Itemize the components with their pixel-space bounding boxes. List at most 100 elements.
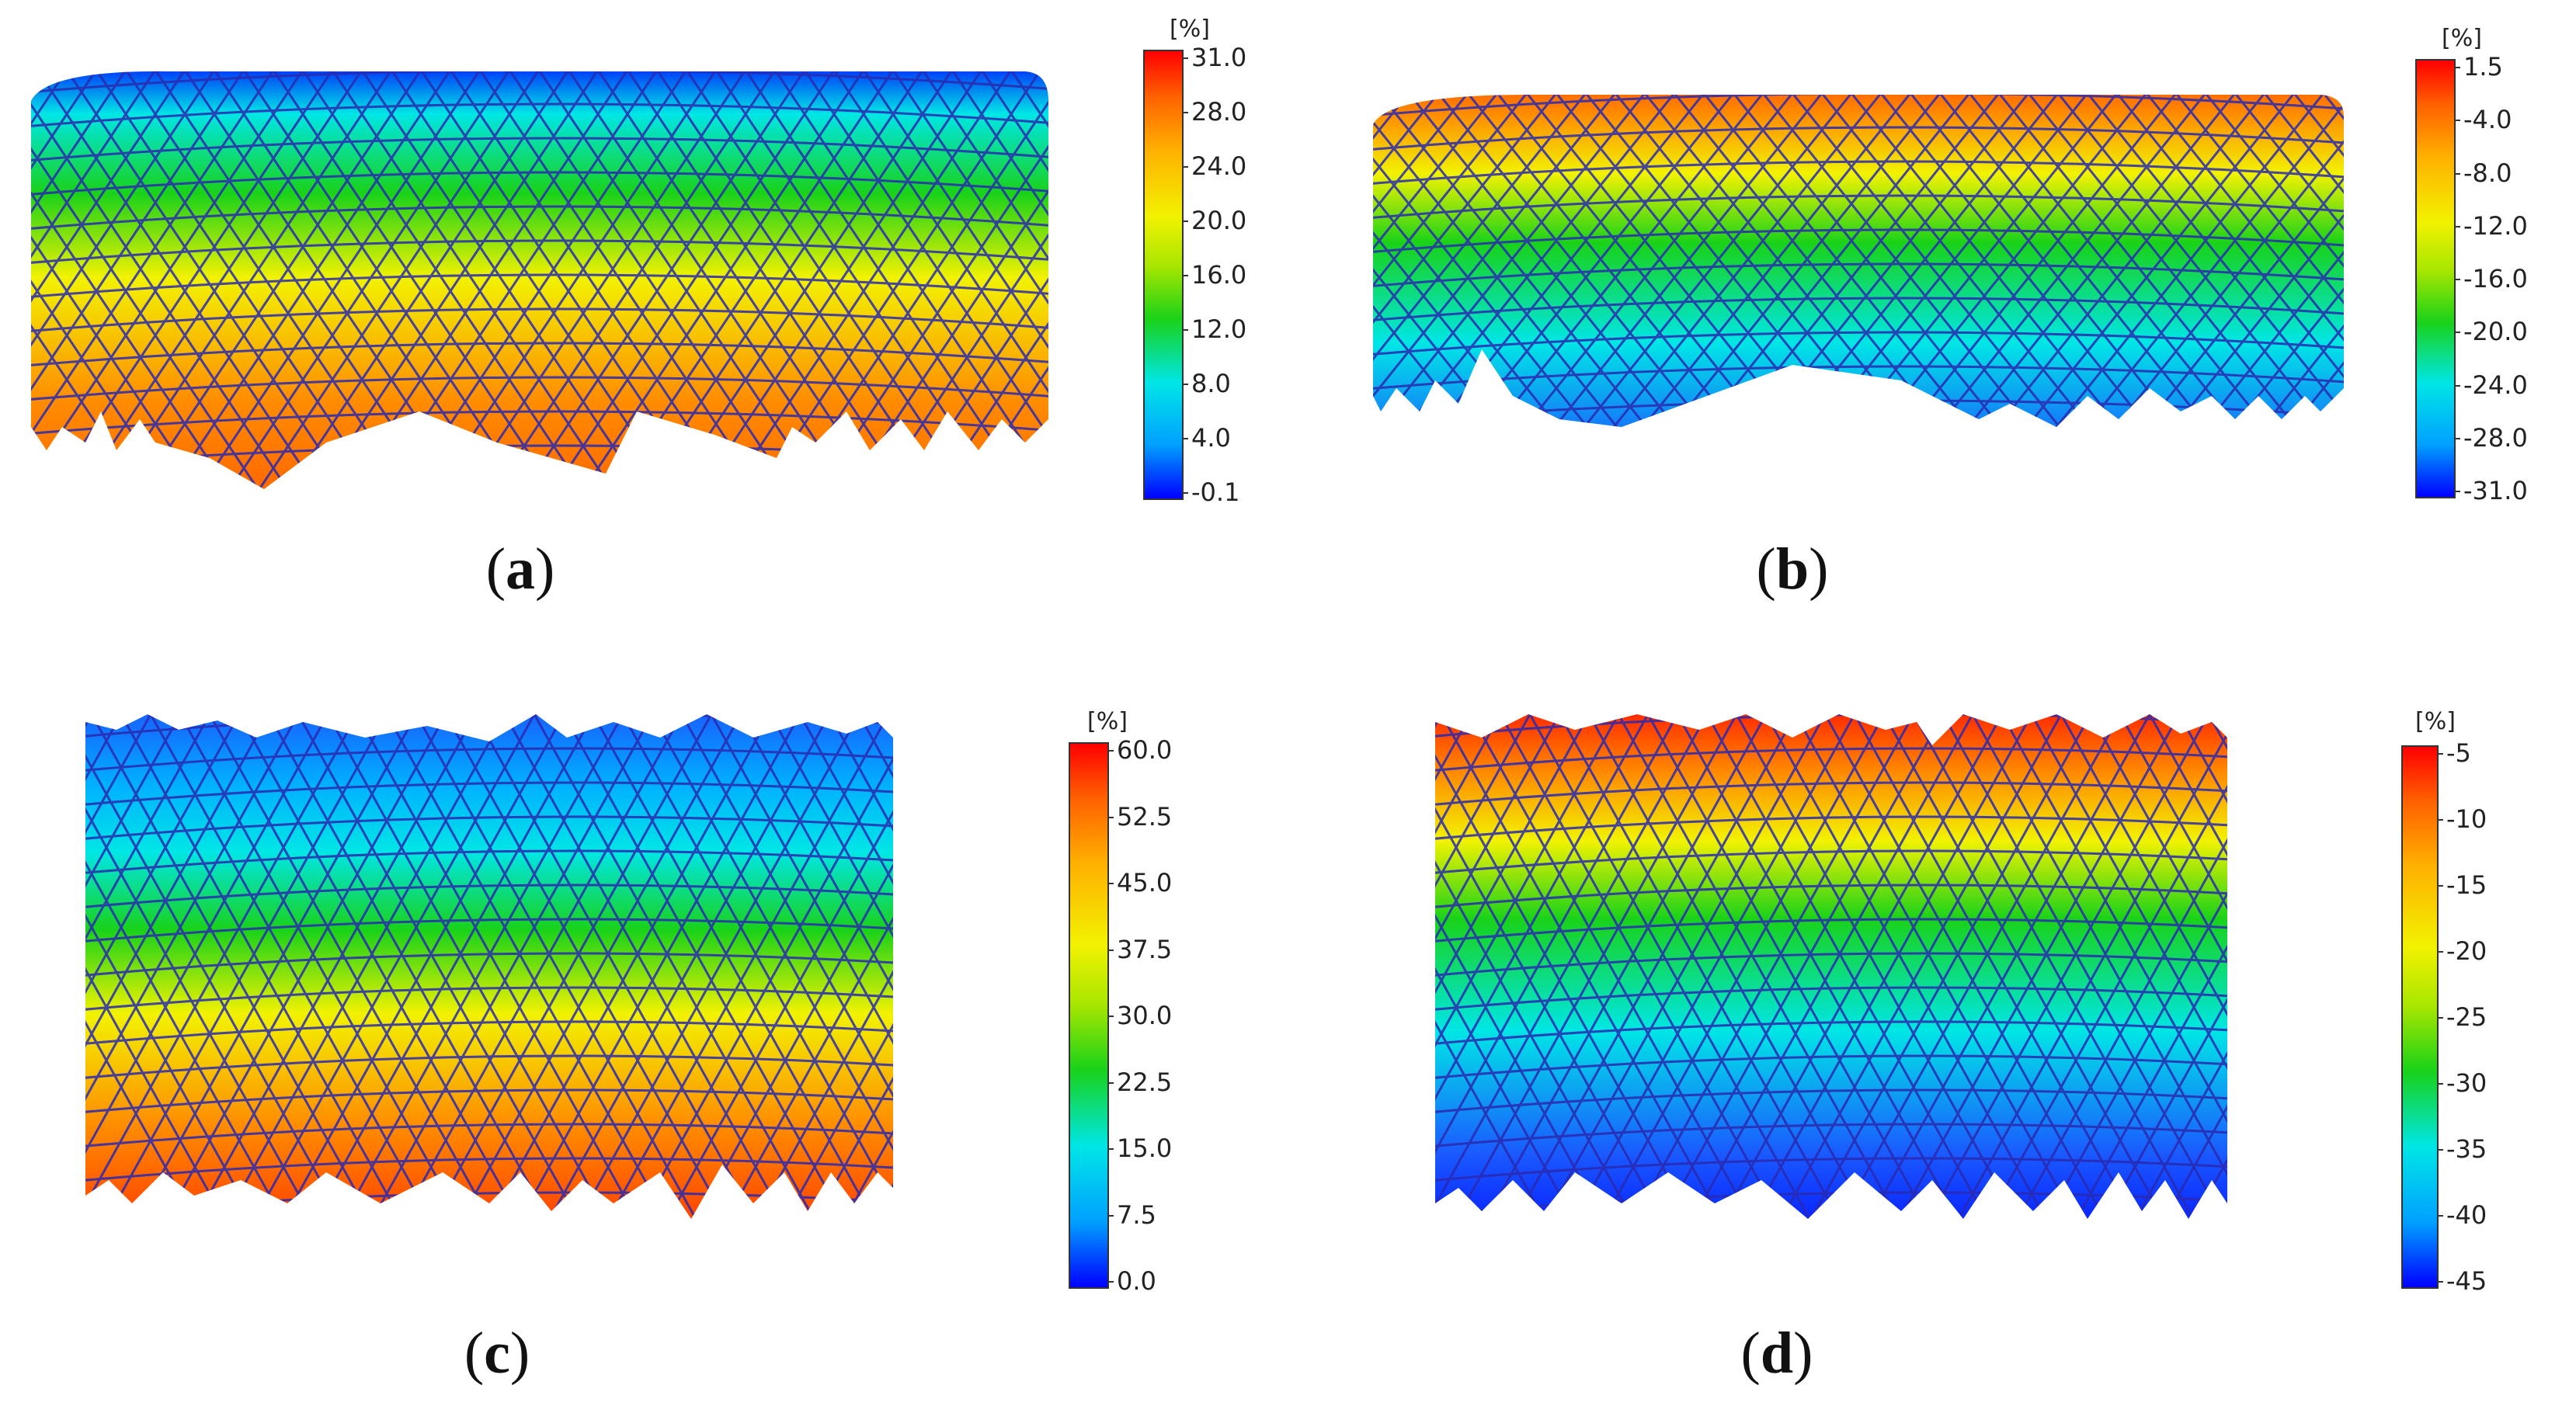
panel-a: [%] 31.0 28.0 24.0 20.0 16.0 12.0 8.0 4.0 -0.1 (… <box>0 0 1288 706</box>
mesh-line <box>696 714 893 1219</box>
mesh-line <box>1632 714 1915 1219</box>
mesh-line <box>862 71 1048 489</box>
mesh-line <box>1440 714 1723 1219</box>
mesh-line <box>31 71 275 489</box>
mesh-line <box>918 714 1079 1219</box>
mesh-line <box>2131 95 2344 427</box>
mesh-line <box>887 714 893 1219</box>
mesh-line <box>31 376 1048 402</box>
colorbar-tick-label: -8.0 <box>2463 158 2512 188</box>
mesh-line <box>31 71 200 489</box>
mesh-line <box>208 714 491 1219</box>
mesh-line <box>2234 95 2344 427</box>
mesh-line <box>1732 95 2015 427</box>
colorbar-tick-label: 16.0 <box>1191 260 1247 290</box>
mesh-line <box>2013 95 2296 427</box>
mesh-line <box>1617 714 1900 1219</box>
caption-d: (d) <box>1740 1321 1813 1386</box>
mesh-line <box>892 71 1048 489</box>
mesh-line <box>31 205 1048 231</box>
mesh-line <box>360 71 643 489</box>
colorbar-tick-label: -40 <box>2446 1200 2487 1230</box>
mesh-line <box>272 71 554 489</box>
mesh-line <box>730 71 1013 489</box>
colorbar-tick-label: 4.0 <box>1191 423 1231 453</box>
mesh-line <box>621 714 893 1219</box>
mesh-line <box>31 71 1048 95</box>
mesh-line <box>651 714 893 1219</box>
mesh-line <box>1373 365 2344 391</box>
colorbar-tick-label: -45 <box>2446 1266 2487 1296</box>
mesh-line <box>31 71 289 489</box>
mesh-line <box>2027 95 2310 427</box>
mesh-line <box>31 71 259 489</box>
mesh-line <box>85 1157 893 1183</box>
mesh-line <box>700 71 983 489</box>
mesh-line <box>1750 714 2033 1219</box>
mesh-line <box>2207 714 2227 1219</box>
mesh-line <box>784 714 893 1219</box>
colorbar-tickmark <box>2437 1149 2443 1151</box>
mesh-line <box>951 71 1048 489</box>
mesh-line <box>1791 95 2074 427</box>
mesh-line <box>36 71 318 489</box>
mesh-line <box>1735 714 2018 1219</box>
mesh-line <box>582 71 865 489</box>
colorbar-tickmark <box>1182 492 1188 494</box>
colorbar-d: [%] -5 -10 -15 -20 -25 -30 -35 -40 -45 <box>2398 706 2561 1297</box>
mesh-line <box>980 71 1048 489</box>
mesh-line <box>478 71 761 489</box>
mesh-line <box>503 714 786 1219</box>
mesh-line <box>194 714 477 1219</box>
mesh-line <box>312 714 595 1219</box>
mesh-line <box>1544 714 1827 1219</box>
strain-surface-d <box>1435 714 2227 1219</box>
colorbar-tickmark <box>1107 1148 1114 1150</box>
mesh-line <box>1373 95 1528 427</box>
mesh-line <box>1435 1088 2227 1115</box>
mesh-line <box>553 71 836 489</box>
mesh-line <box>1987 714 2227 1219</box>
mesh-line <box>1895 95 2178 427</box>
mesh-line <box>1373 95 1558 427</box>
mesh-line <box>2164 714 2227 1219</box>
colorbar-tick-label: 24.0 <box>1191 151 1247 181</box>
colorbar-a: [%] 31.0 28.0 24.0 20.0 16.0 12.0 8.0 4.0 -0.1 <box>1134 16 1289 512</box>
colorbar-tickmark <box>1107 1015 1114 1017</box>
mesh-line <box>85 1191 893 1217</box>
mesh-line <box>85 714 270 1219</box>
mesh-line <box>1435 1191 2227 1217</box>
mesh-line <box>1646 714 1929 1219</box>
colorbar-tickmark <box>2454 172 2460 175</box>
mesh-line <box>2204 95 2344 427</box>
colorbar-tick-label: 60.0 <box>1117 735 1173 765</box>
mesh-line <box>1373 194 2344 220</box>
colorbar-tickmark <box>1182 329 1188 331</box>
mesh-line <box>2086 95 2344 427</box>
mesh-line <box>2193 714 2227 1219</box>
mesh-line <box>1820 95 2103 427</box>
colorbar-gradient-b <box>2415 59 2456 498</box>
mesh-line <box>85 714 284 1219</box>
mesh-line <box>1435 714 1545 1219</box>
mesh-line <box>2279 95 2344 427</box>
mesh-line <box>819 71 1048 489</box>
mesh-line <box>1435 781 2227 807</box>
mesh-line <box>626 71 909 489</box>
colorbar-tick-label: 12.0 <box>1191 314 1247 344</box>
mesh-line <box>1721 714 2004 1219</box>
colorbar-tickmark <box>1182 384 1188 385</box>
colorbar-tick-label: -20 <box>2446 936 2487 966</box>
colorbar-tickmark <box>1107 750 1114 752</box>
mesh-line <box>85 815 893 842</box>
colorbar-tick-label: -25 <box>2446 1002 2487 1032</box>
mesh-line <box>1938 95 2221 427</box>
colorbar-tickmark <box>2454 332 2460 334</box>
mesh-line <box>85 714 241 1219</box>
mesh-line <box>31 71 98 489</box>
colorbar-tickmark <box>1182 166 1188 168</box>
mesh-line <box>1435 714 1663 1219</box>
mesh-line <box>2161 95 2344 427</box>
mesh-line <box>85 781 893 807</box>
colorbar-c: [%] 60.0 52.5 45.0 37.5 30.0 22.5 15.0 7.5 0.0 <box>1056 706 1227 1297</box>
